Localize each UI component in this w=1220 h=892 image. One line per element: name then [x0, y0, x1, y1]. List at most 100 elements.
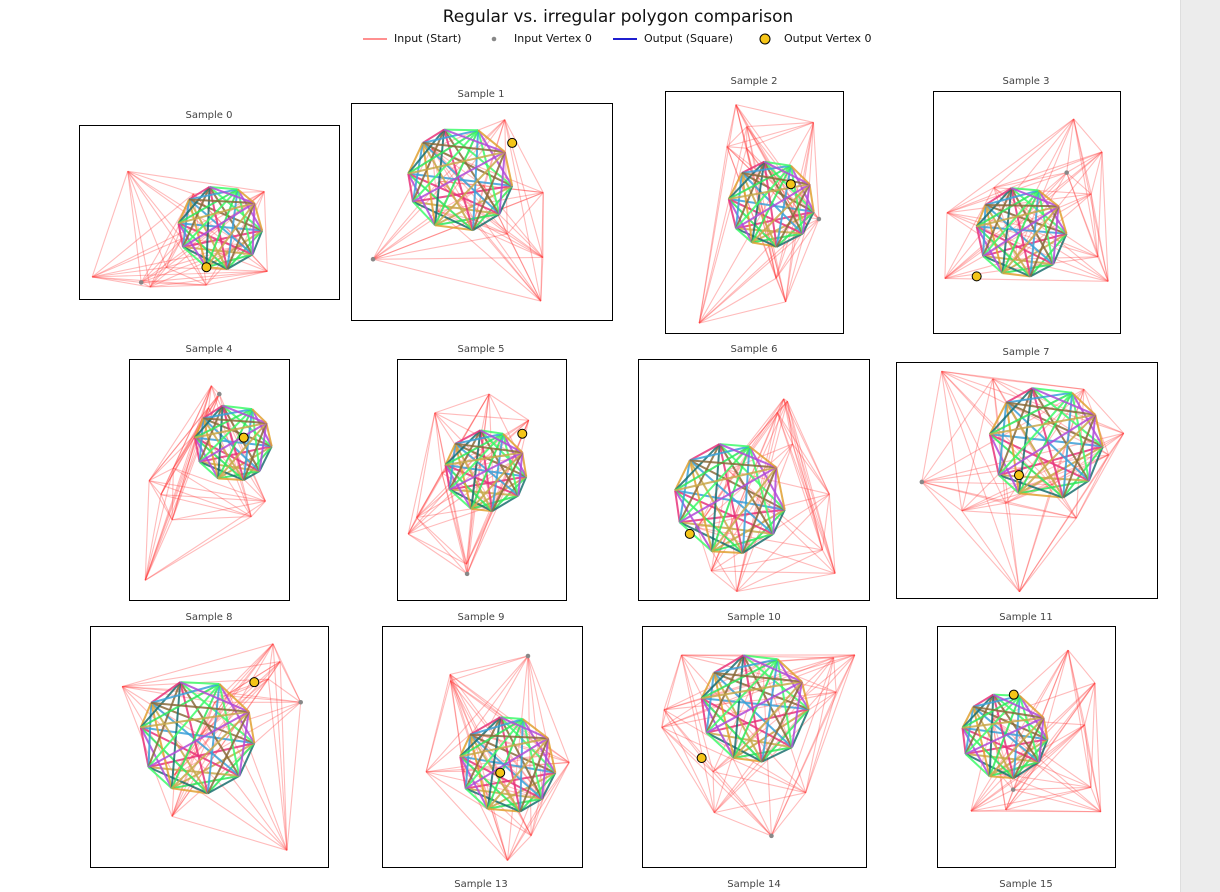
- output-edge: [988, 717, 1045, 777]
- input-edge: [661, 726, 714, 773]
- input-edge: [434, 412, 529, 421]
- sample-title: Sample 3: [1002, 76, 1050, 87]
- output-edge: [1031, 387, 1090, 482]
- input-edge: [208, 393, 220, 409]
- input-edge: [1005, 789, 1014, 811]
- input-edge: [775, 218, 820, 279]
- input-vertex-0: [138, 280, 144, 285]
- output-edge: [808, 184, 815, 212]
- input-edge: [783, 398, 836, 574]
- input-edge: [267, 661, 281, 680]
- output-edge: [740, 172, 778, 248]
- output-edge: [207, 775, 240, 795]
- sample-panel: [382, 626, 583, 868]
- input-edge: [946, 212, 1109, 282]
- output-edge: [469, 733, 549, 740]
- input-edge: [998, 773, 1007, 811]
- scrollbar[interactable]: [1180, 0, 1220, 892]
- output-edge: [209, 186, 255, 204]
- output-edge: [674, 489, 744, 554]
- sample-title: Sample 15: [999, 879, 1053, 890]
- output-edge: [521, 718, 557, 774]
- figure-title: Regular vs. irregular polygon comparison: [442, 7, 794, 27]
- output-edge: [1057, 206, 1068, 234]
- input-edge: [172, 407, 210, 469]
- input-edge: [1067, 649, 1096, 684]
- input-edge: [140, 266, 167, 283]
- sample-plot: [407, 393, 530, 577]
- input-edge: [122, 643, 274, 688]
- input-edge: [1015, 118, 1075, 260]
- output-edge: [985, 189, 1039, 206]
- output-edge: [674, 490, 681, 523]
- output-edge: [1071, 391, 1096, 416]
- input-edge: [127, 171, 151, 288]
- output-edge: [1006, 391, 1073, 404]
- output-edge: [238, 742, 256, 777]
- input-edge: [1075, 454, 1110, 519]
- output-vertex-0: [785, 179, 796, 190]
- output-edge: [139, 681, 181, 729]
- input-edge: [149, 238, 183, 288]
- input-edge: [944, 187, 995, 279]
- input-edge: [786, 400, 830, 495]
- output-edge: [435, 224, 474, 232]
- output-edge: [713, 658, 778, 674]
- output-edge: [202, 418, 220, 479]
- input-edge: [698, 146, 728, 324]
- input-edge: [921, 481, 963, 512]
- output-edge: [465, 787, 489, 810]
- output-edge: [455, 432, 504, 445]
- output-edge: [541, 738, 549, 799]
- output-edge: [443, 129, 501, 215]
- output-edge: [801, 211, 815, 234]
- output-edge: [480, 429, 504, 435]
- output-edge: [203, 408, 253, 420]
- input-edge: [1013, 786, 1091, 791]
- output-edge: [547, 738, 557, 773]
- input-edge: [941, 370, 993, 380]
- input-edge: [466, 420, 530, 575]
- input-edge: [944, 212, 948, 279]
- input-edge: [263, 191, 268, 272]
- output-edge: [464, 734, 472, 789]
- input-edge: [272, 643, 288, 851]
- output-polygon-edges: [988, 387, 1104, 499]
- input-vertex-0: [1064, 170, 1069, 175]
- input-edge: [127, 171, 207, 286]
- input-edge: [121, 686, 288, 851]
- input-edge: [726, 104, 737, 147]
- sample-title: Sample 13: [454, 879, 508, 890]
- output-edge: [177, 186, 211, 224]
- output-edge: [541, 772, 557, 800]
- output-edge: [422, 141, 505, 153]
- output-edge: [472, 130, 480, 231]
- output-edge: [998, 474, 1064, 499]
- output-edge: [1012, 695, 1021, 779]
- input-edge: [166, 266, 268, 272]
- output-edge: [422, 128, 445, 144]
- input-edge: [736, 493, 830, 592]
- output-edge: [975, 204, 987, 227]
- input-edge: [1066, 151, 1103, 174]
- input-edge: [776, 412, 794, 445]
- input-edge: [775, 215, 797, 279]
- input-edge: [726, 146, 777, 279]
- input-edge: [961, 454, 1109, 512]
- output-edge: [222, 404, 267, 424]
- output-edge: [1062, 392, 1073, 498]
- sample-title: Sample 6: [730, 344, 778, 355]
- input-edge: [416, 504, 494, 519]
- output-edge: [743, 654, 778, 661]
- sample-title: Sample 2: [730, 76, 778, 87]
- output-vertex-0: [495, 767, 506, 778]
- output-edge: [465, 737, 549, 790]
- input-vertex-0: [769, 833, 774, 839]
- input-edge: [449, 674, 473, 733]
- input-edge: [1066, 172, 1099, 258]
- input-edge: [1005, 682, 1096, 811]
- output-edge: [472, 151, 506, 231]
- input-edge: [121, 686, 173, 817]
- output-edge: [700, 698, 708, 733]
- input-edge: [214, 702, 288, 851]
